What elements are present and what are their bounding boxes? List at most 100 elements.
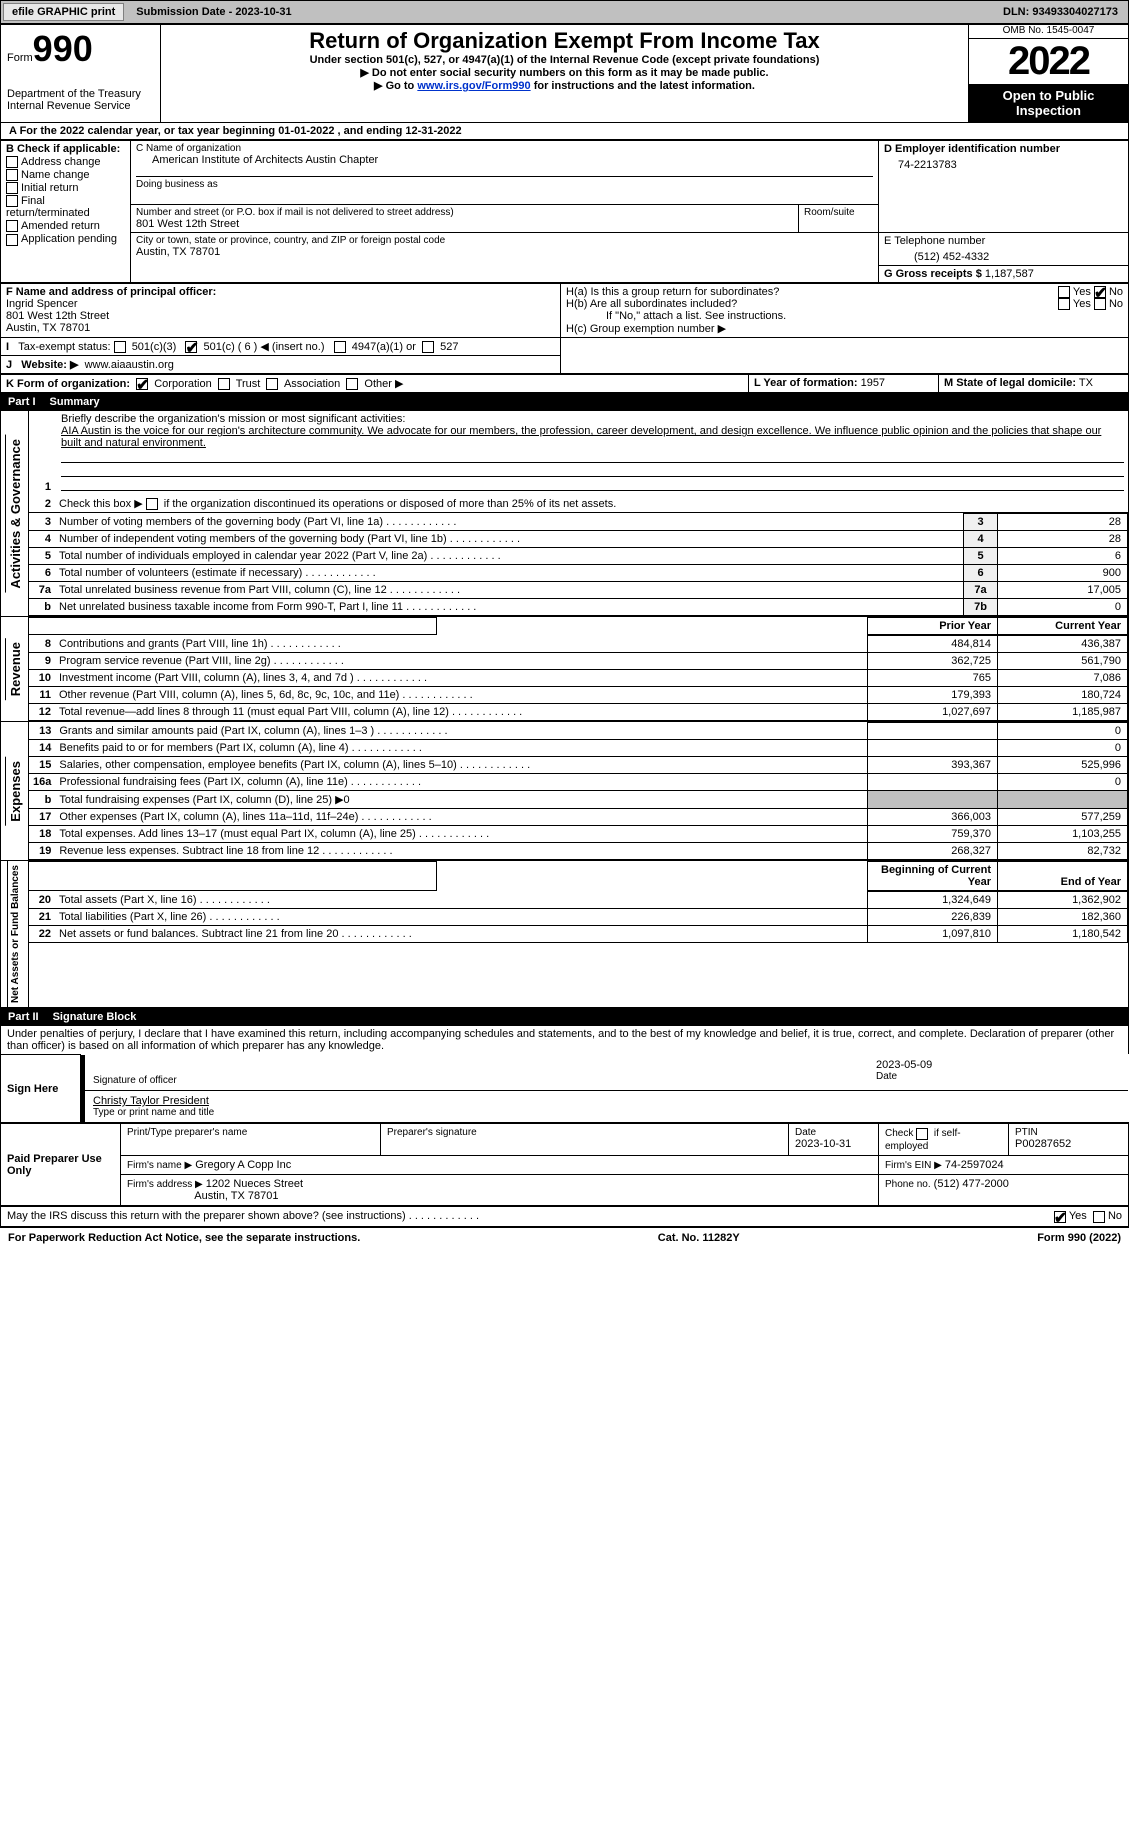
chk-final-return[interactable] [6, 195, 18, 207]
officer-name: Ingrid Spencer [6, 298, 555, 310]
lbl-no: No [1109, 286, 1123, 298]
f-h-block: F Name and address of principal officer:… [0, 283, 1129, 374]
col-end-year: End of Year [998, 862, 1128, 891]
gross-receipts: 1,187,587 [985, 268, 1034, 280]
part1-title: Summary [50, 396, 100, 408]
discuss-label: May the IRS discuss this return with the… [7, 1210, 406, 1222]
e-phone-label: E Telephone number [884, 235, 1123, 247]
chk-501c[interactable] [185, 341, 197, 353]
summary-row: 15Salaries, other compensation, employee… [29, 757, 1128, 774]
chk-association[interactable] [266, 378, 278, 390]
instr-no-ssn: ▶ Do not enter social security numbers o… [167, 66, 962, 79]
chk-trust[interactable] [218, 378, 230, 390]
col-current-year: Current Year [998, 618, 1128, 635]
chk-hb-yes[interactable] [1058, 298, 1070, 310]
col-begin-year: Beginning of Current Year [868, 862, 998, 891]
officer-addr1: 801 West 12th Street [6, 310, 555, 322]
chk-corporation[interactable] [136, 378, 148, 390]
summary-row: 9Program service revenue (Part VIII, lin… [29, 653, 1128, 670]
h-a-label: H(a) Is this a group return for subordin… [566, 286, 779, 298]
firm-addr2: Austin, TX 78701 [194, 1190, 278, 1202]
chk-other[interactable] [346, 378, 358, 390]
chk-self-employed[interactable] [916, 1128, 928, 1140]
chk-amended-return[interactable] [6, 220, 18, 232]
city-label: City or town, state or province, country… [136, 235, 873, 246]
chk-501c3[interactable] [114, 341, 126, 353]
prep-name-label: Print/Type preparer's name [127, 1127, 374, 1138]
form-header: Form990 Department of the Treasury Inter… [0, 24, 1129, 123]
form-title: Return of Organization Exempt From Incom… [167, 28, 962, 54]
chk-4947[interactable] [334, 341, 346, 353]
form-subtitle: Under section 501(c), 527, or 4947(a)(1)… [167, 54, 962, 66]
city-value: Austin, TX 78701 [136, 246, 873, 258]
efile-button[interactable]: efile GRAPHIC print [3, 3, 124, 21]
summary-row: 18Total expenses. Add lines 13–17 (must … [29, 826, 1128, 843]
firm-addr-label: Firm's address ▶ [127, 1179, 203, 1190]
prep-date: 2023-10-31 [795, 1138, 872, 1150]
chk-name-change[interactable] [6, 169, 18, 181]
lbl-amended-return: Amended return [21, 220, 100, 232]
opt-corporation: Corporation [154, 378, 211, 390]
chk-discuss-no[interactable] [1093, 1211, 1105, 1223]
summary-row: 8Contributions and grants (Part VIII, li… [29, 636, 1128, 653]
b-header: B Check if applicable: [6, 143, 125, 155]
j-website-label: Website: ▶ [21, 359, 78, 371]
part1-header: Part I Summary [0, 393, 1129, 411]
instr-pre: ▶ Go to [374, 80, 417, 92]
lbl-address-change: Address change [21, 156, 101, 168]
top-bar: efile GRAPHIC print Submission Date - 20… [0, 0, 1129, 24]
chk-application-pending[interactable] [6, 234, 18, 246]
opt-527: 527 [440, 341, 458, 353]
perjury-statement: Under penalties of perjury, I declare th… [0, 1026, 1129, 1054]
org-name: American Institute of Architects Austin … [136, 154, 873, 166]
officer-name-title: Christy Taylor President [93, 1095, 1121, 1107]
signature-block: Sign Here Signature of officer 2023-05-0… [0, 1054, 1129, 1123]
summary-row: 16aProfessional fundraising fees (Part I… [29, 774, 1128, 791]
side-ag: Activities & Governance [5, 435, 25, 593]
pra-notice: For Paperwork Reduction Act Notice, see … [8, 1232, 360, 1244]
chk-527[interactable] [422, 341, 434, 353]
summary-row: 3Number of voting members of the governi… [29, 514, 1128, 531]
chk-hb-no[interactable] [1094, 298, 1106, 310]
side-exp: Expenses [5, 757, 25, 826]
chk-discuss-yes[interactable] [1054, 1211, 1066, 1223]
name-title-label: Type or print name and title [93, 1107, 1121, 1118]
opt-other: Other ▶ [364, 378, 403, 390]
street-label: Number and street (or P.O. box if mail i… [136, 207, 793, 218]
page-footer: For Paperwork Reduction Act Notice, see … [0, 1227, 1129, 1248]
chk-address-change[interactable] [6, 156, 18, 168]
lbl-name-change: Name change [21, 169, 90, 181]
chk-initial-return[interactable] [6, 182, 18, 194]
website-value: www.aiaaustin.org [85, 359, 174, 371]
room-label: Room/suite [804, 207, 873, 218]
mission-text: AIA Austin is the voice for our region's… [61, 425, 1101, 449]
opt-501c: 501(c) ( 6 ) ◀ (insert no.) [204, 341, 325, 353]
summary-row: 5Total number of individuals employed in… [29, 548, 1128, 565]
summary-row: bNet unrelated business taxable income f… [29, 599, 1128, 616]
chk-ha-yes[interactable] [1058, 286, 1070, 298]
form-ref: Form 990 (2022) [1037, 1232, 1121, 1244]
firm-name: Gregory A Copp Inc [195, 1159, 291, 1171]
lbl-discuss-yes: Yes [1069, 1210, 1087, 1222]
summary-row: 6Total number of volunteers (estimate if… [29, 565, 1128, 582]
lbl-yes-2: Yes [1073, 298, 1091, 310]
chk-discontinued[interactable] [146, 498, 158, 510]
section-expenses: Expenses 13Grants and similar amounts pa… [0, 721, 1129, 860]
m-value: TX [1079, 377, 1093, 389]
form-word: Form [7, 52, 33, 64]
k-label: K Form of organization: [6, 378, 130, 390]
prep-date-label: Date [795, 1127, 872, 1138]
summary-row: 4Number of independent voting members of… [29, 531, 1128, 548]
m-label: M State of legal domicile: [944, 377, 1076, 389]
irs-link[interactable]: www.irs.gov/Form990 [417, 80, 530, 92]
l-label: L Year of formation: [754, 377, 858, 389]
lbl-initial-return: Initial return [21, 182, 78, 194]
chk-ha-no[interactable] [1094, 286, 1106, 298]
d-ein-label: D Employer identification number [884, 143, 1123, 155]
form-number: 990 [33, 28, 93, 69]
section-net-assets: Net Assets or Fund Balances Beginning of… [0, 860, 1129, 1008]
opt-association: Association [284, 378, 340, 390]
omb-number: OMB No. 1545-0047 [969, 25, 1128, 39]
prep-sig-label: Preparer's signature [387, 1127, 782, 1138]
street-value: 801 West 12th Street [136, 218, 793, 230]
